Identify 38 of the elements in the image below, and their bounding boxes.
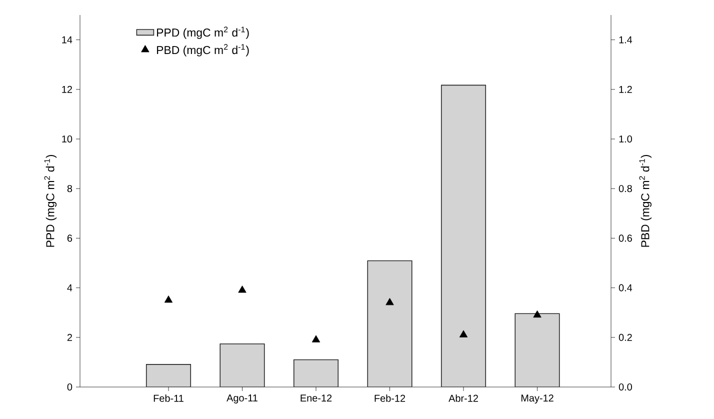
- y2-tick-label: 1.0: [619, 135, 632, 143]
- point: [459, 330, 468, 338]
- point: [164, 296, 173, 303]
- y-tick-label: 6: [67, 234, 72, 242]
- y-tick-label: 4: [67, 284, 72, 292]
- x-tick-label: Feb-11: [154, 394, 184, 402]
- bar: [220, 343, 265, 387]
- point: [312, 335, 320, 342]
- x-tick-label: Ago-11: [226, 394, 258, 404]
- bar: [440, 84, 486, 387]
- y2-tick-label: 0.0: [618, 383, 632, 391]
- y-axis-title: PPD (mgC m$^{2}$ d$^{-1}$): [44, 154, 57, 247]
- legend-label: PBD (mgC m$^{2}$ d$^{-1}$): [157, 44, 249, 56]
- bar: [514, 313, 560, 387]
- point: [238, 286, 246, 293]
- y-tick-label: 8: [67, 185, 72, 192]
- x-tick-label: May-12: [521, 394, 554, 404]
- y-tick-label: 14: [62, 36, 72, 44]
- y-tick-label: 2: [67, 334, 72, 341]
- x-tick-label: Abr-12: [448, 394, 478, 402]
- y-tick-label: 10: [62, 135, 72, 143]
- y-tick-label: 12: [62, 86, 72, 93]
- y2-tick-label: 0.4: [618, 284, 632, 292]
- bar: [367, 260, 412, 387]
- bar: [146, 364, 192, 387]
- x-tick-label: Ene-12: [300, 394, 332, 402]
- y2-tick-label: 1.4: [619, 36, 632, 44]
- point: [386, 298, 394, 306]
- y-tick-label: 0: [67, 383, 72, 391]
- y2-tick-label: 1.2: [619, 86, 632, 93]
- x-tick-label: Feb-12: [374, 394, 406, 402]
- y2-tick-label: 0.8: [618, 185, 632, 192]
- bar: [293, 359, 339, 387]
- y2-axis-title: PBD (mgC m$^{2}$ d$^{-1}$): [639, 154, 652, 247]
- y2-tick-label: 0.2: [618, 334, 632, 341]
- legend-label: PPD (mgC m$^{2}$ d$^{-1}$): [157, 26, 249, 39]
- point: [533, 310, 542, 318]
- y2-tick-label: 0.6: [618, 234, 632, 242]
